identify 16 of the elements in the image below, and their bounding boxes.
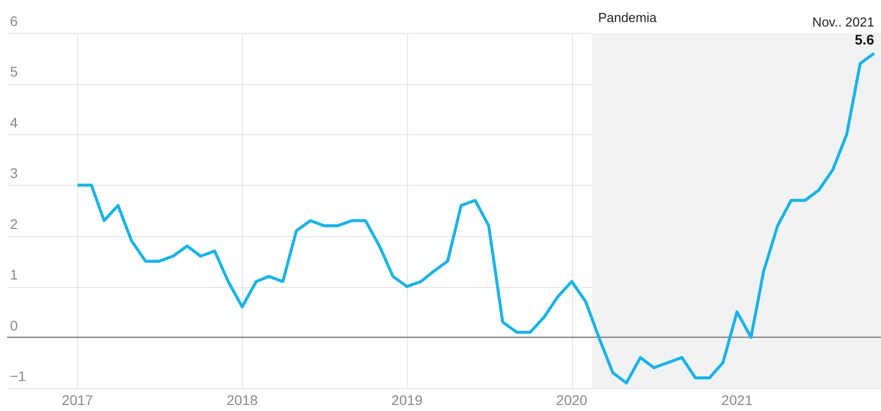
band-label: Pandemia (598, 10, 658, 25)
y-tick-label: 6 (10, 13, 18, 29)
data-label: 5.6 (854, 31, 874, 48)
x-tick-label: 2018 (226, 392, 258, 408)
y-tick-label: 0 (10, 317, 18, 334)
x-tick-label: 2021 (721, 392, 753, 408)
x-tick-label: 2019 (391, 392, 423, 408)
y-tick-label: 3 (10, 165, 18, 182)
y-tick-label: 5 (10, 64, 18, 80)
y-tick-label: 1 (10, 266, 18, 283)
y-tick-label: 4 (10, 114, 18, 130)
annotation: Nov.. 2021 (812, 14, 874, 30)
y-tick-label: −1 (10, 368, 26, 384)
y-tick-label: 2 (10, 216, 18, 232)
x-tick-label: 2020 (556, 392, 588, 408)
x-tick-label: 2017 (62, 392, 94, 408)
